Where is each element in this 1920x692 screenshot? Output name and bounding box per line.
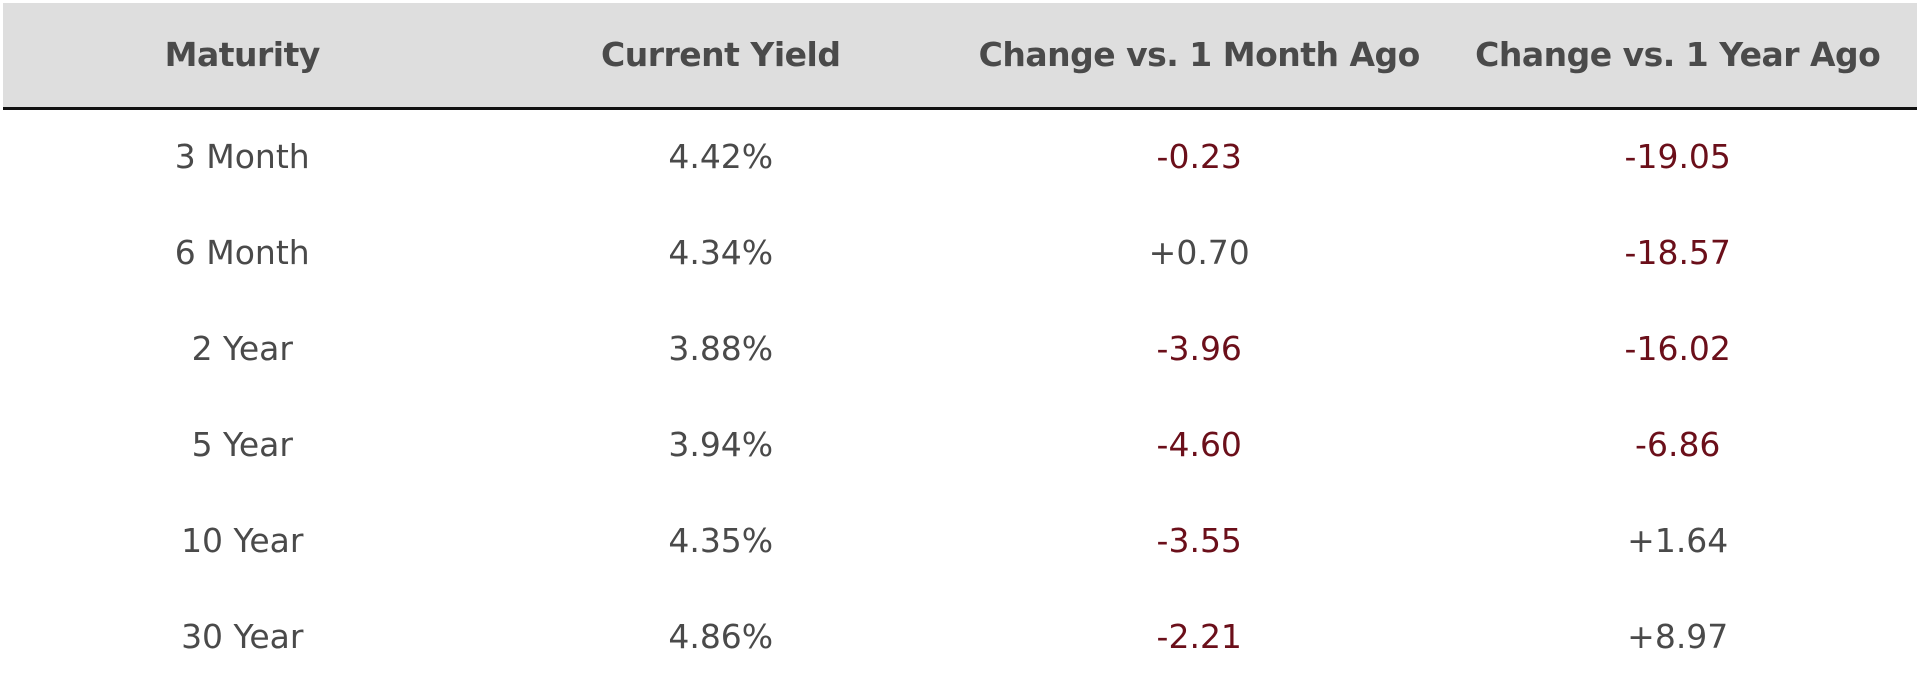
table-row: 3 Month 4.42% -0.23 -19.05 [3, 108, 1917, 204]
cell-change-1-month: -0.23 [1156, 137, 1242, 177]
header-change-1-year: Change vs. 1 Year Ago [1438, 3, 1917, 110]
cell-maturity: 10 Year [181, 520, 304, 560]
table-row: 5 Year 3.94% -4.60 -6.86 [3, 396, 1917, 492]
cell-change-1-year: -18.57 [1624, 232, 1731, 272]
cell-current-yield: 4.34% [668, 232, 774, 272]
header-change-1-month: Change vs. 1 Month Ago [960, 3, 1439, 110]
cell-maturity: 2 Year [191, 328, 293, 368]
cell-current-yield: 4.86% [668, 616, 774, 656]
cell-maturity: 5 Year [191, 424, 293, 464]
table-row: 2 Year 3.88% -3.96 -16.02 [3, 300, 1917, 396]
cell-change-1-year: -6.86 [1635, 424, 1721, 464]
cell-current-yield: 4.42% [668, 137, 774, 177]
cell-change-1-month: -3.55 [1156, 520, 1242, 560]
header-row: Maturity Current Yield Change vs. 1 Mont… [3, 3, 1917, 110]
cell-change-1-month: +0.70 [1148, 232, 1250, 272]
table-row: 30 Year 4.86% -2.21 +8.97 [3, 588, 1917, 684]
cell-current-yield: 3.88% [668, 328, 774, 368]
cell-change-1-year: -16.02 [1624, 328, 1731, 368]
cell-change-1-year: +8.97 [1627, 616, 1729, 656]
header-current-yield: Current Yield [481, 3, 960, 110]
table-row: 10 Year 4.35% -3.55 +1.64 [3, 492, 1917, 588]
cell-change-1-month: -3.96 [1156, 328, 1242, 368]
cell-change-1-year: -19.05 [1624, 137, 1731, 177]
cell-maturity: 6 Month [174, 232, 310, 272]
table-body: 3 Month 4.42% -0.23 -19.05 6 Month 4.34%… [3, 108, 1917, 684]
cell-current-yield: 4.35% [668, 520, 774, 560]
cell-change-1-year: +1.64 [1627, 520, 1729, 560]
cell-change-1-month: -2.21 [1156, 616, 1242, 656]
cell-maturity: 30 Year [181, 616, 304, 656]
yield-table-container: Maturity Current Yield Change vs. 1 Mont… [3, 3, 1917, 684]
cell-change-1-month: -4.60 [1156, 424, 1242, 464]
yield-table: Maturity Current Yield Change vs. 1 Mont… [3, 3, 1917, 684]
table-row: 6 Month 4.34% +0.70 -18.57 [3, 204, 1917, 300]
table-header: Maturity Current Yield Change vs. 1 Mont… [3, 3, 1917, 110]
cell-maturity: 3 Month [174, 137, 310, 177]
cell-current-yield: 3.94% [668, 424, 774, 464]
header-maturity: Maturity [3, 3, 482, 110]
